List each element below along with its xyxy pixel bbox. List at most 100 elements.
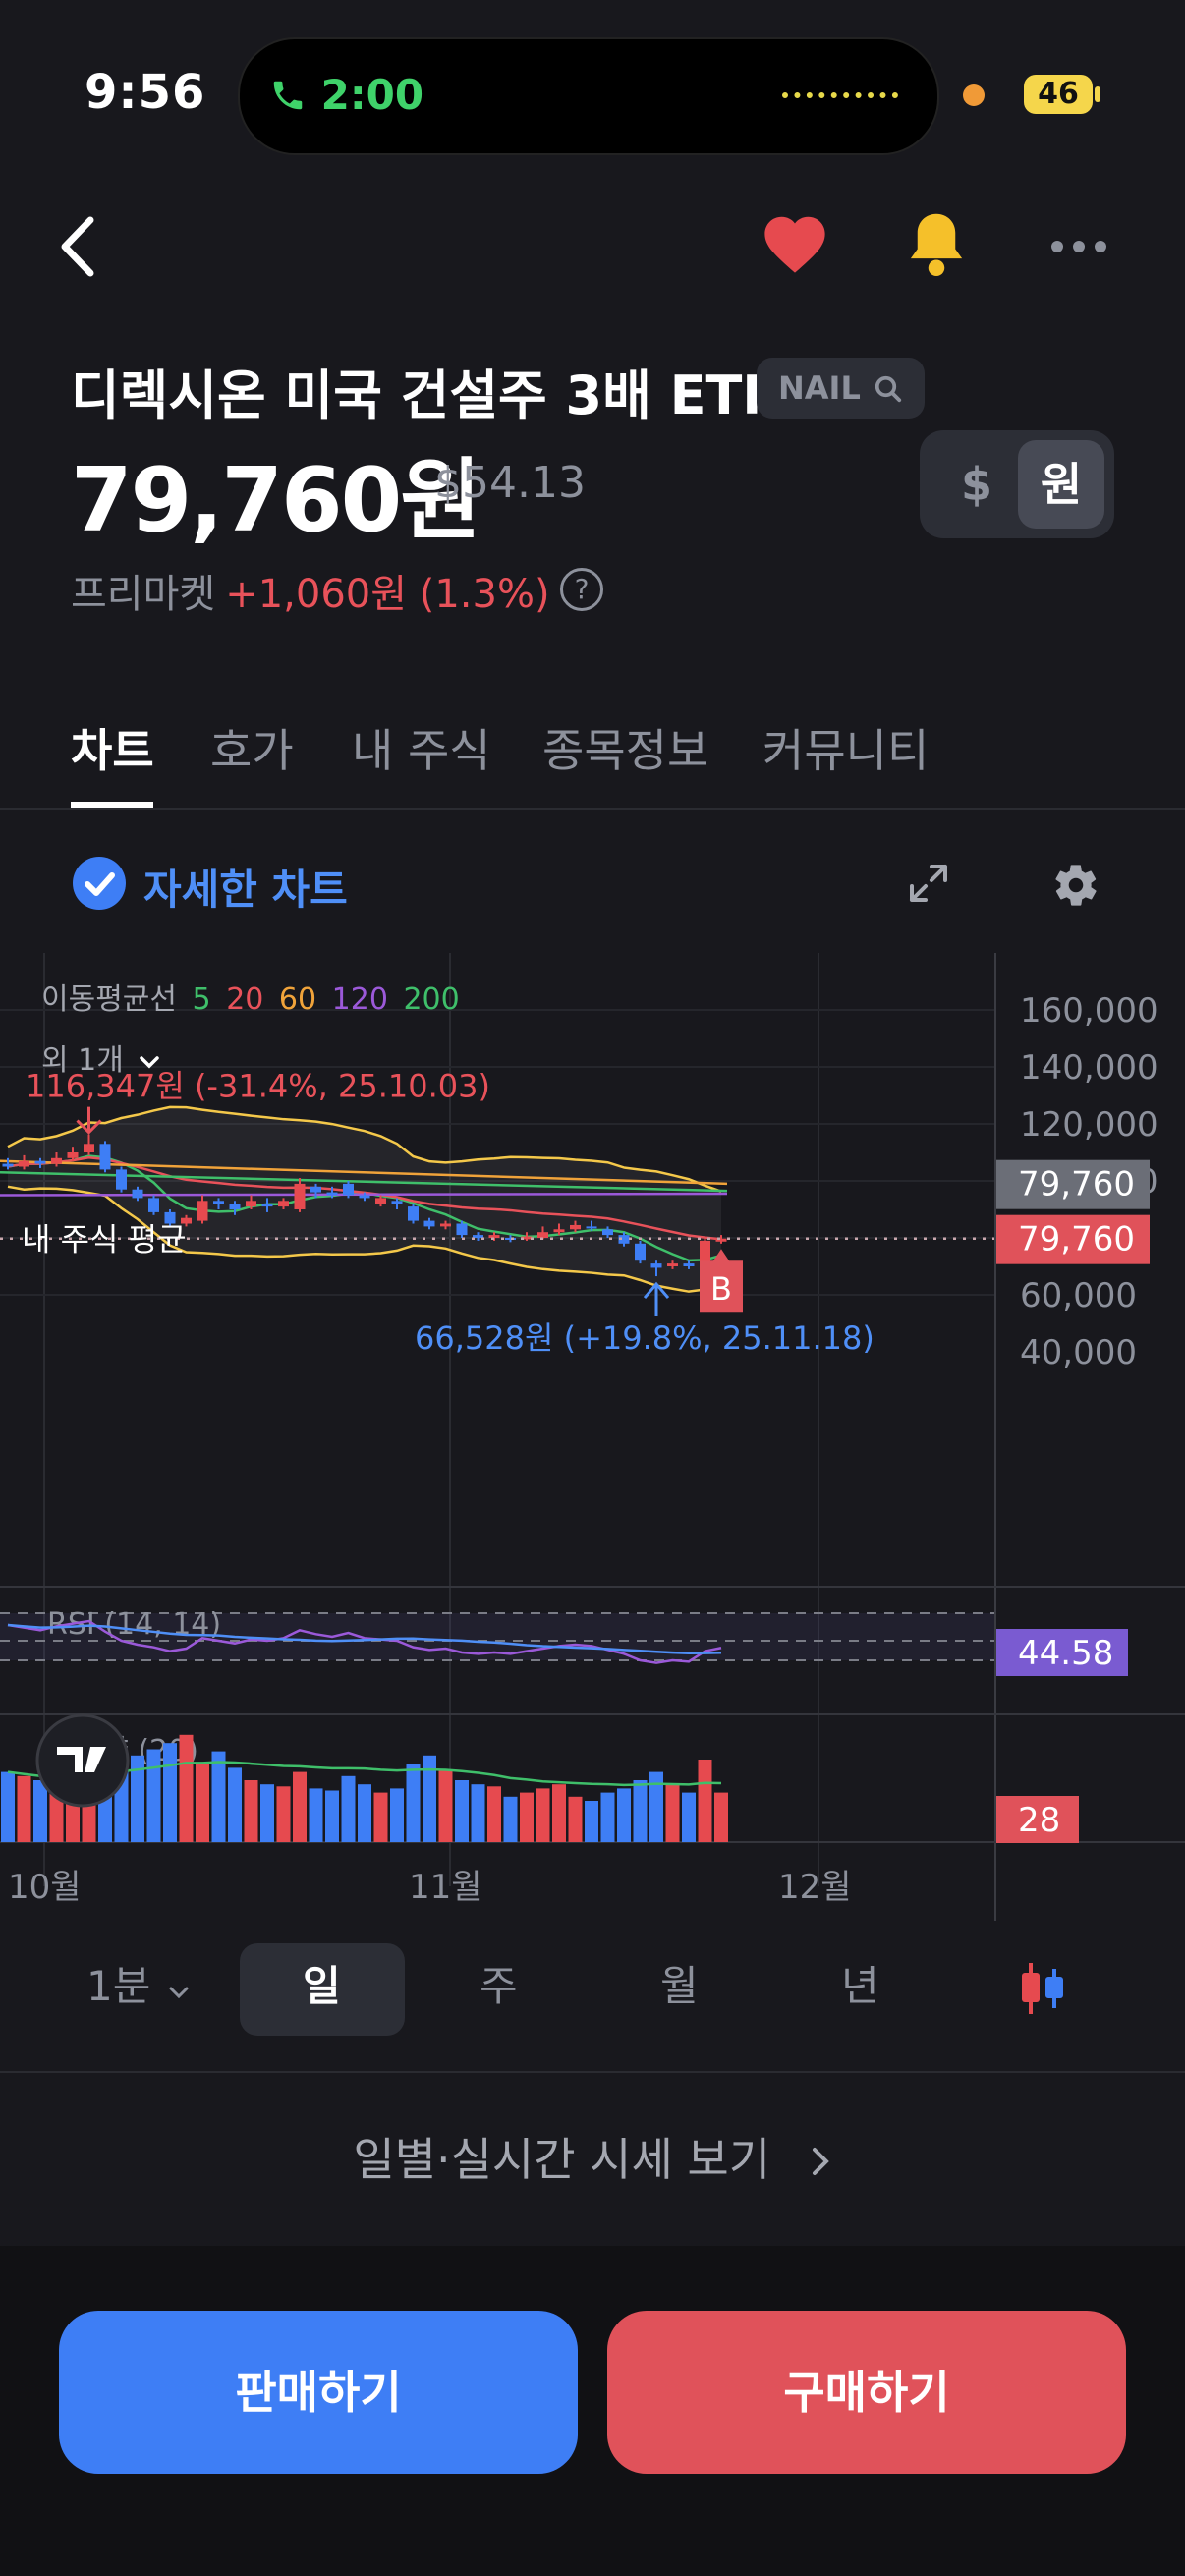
privacy-indicator <box>963 84 985 106</box>
currency-usd-option[interactable]: $ <box>960 458 992 511</box>
audio-waveform <box>782 92 898 98</box>
phone-icon <box>273 81 303 110</box>
price-chart[interactable]: 160,000140,000120,000100,00060,00040,000… <box>0 953 1185 1926</box>
tab-my-stock[interactable]: 내 주식 <box>352 724 491 777</box>
candle-body <box>602 1229 613 1236</box>
timeframe-week[interactable]: 주 <box>480 1962 518 2010</box>
moving-average-legend: 이동평균선 5 20 60 120 200 <box>41 975 460 1018</box>
volume-bar <box>617 1788 631 1842</box>
tab-orderbook[interactable]: 호가 <box>210 724 294 777</box>
chevron-down-icon <box>140 1056 160 1069</box>
candle-body <box>326 1192 338 1196</box>
volume-bar <box>341 1775 356 1842</box>
y-axis-tick: 120,000 <box>1020 1105 1158 1145</box>
candle-body <box>84 1144 94 1152</box>
candle-body <box>197 1201 208 1221</box>
favorite-button[interactable] <box>761 210 829 275</box>
timeframe-month[interactable]: 월 <box>660 1962 699 2010</box>
candle-body <box>715 1238 727 1242</box>
realtime-quote-link[interactable]: 일별·실시간 시세 보기 <box>0 2124 1185 2189</box>
tab-stock-info[interactable]: 종목정보 <box>542 724 709 777</box>
detail-chart-checkbox[interactable] <box>73 857 126 910</box>
candle-body <box>294 1183 306 1209</box>
back-button[interactable] <box>57 214 100 279</box>
timeframe-year[interactable]: 년 <box>841 1962 879 2010</box>
y-axis-tick: 160,000 <box>1020 991 1158 1031</box>
chart-type-button[interactable] <box>1018 1961 1067 2020</box>
alert-button[interactable] <box>904 208 969 279</box>
ma-60-label: 60 <box>278 982 317 1017</box>
candle-body <box>213 1201 224 1204</box>
currency-toggle[interactable]: $ 원 <box>920 430 1114 538</box>
volume-bar <box>373 1792 388 1842</box>
candle-body <box>343 1183 354 1196</box>
rsi-value-text: 44.58 <box>1018 1634 1113 1673</box>
chevron-left-icon <box>61 216 94 277</box>
candle-body <box>164 1211 176 1224</box>
volume-bar <box>633 1780 648 1842</box>
volume-bar <box>649 1771 663 1842</box>
ma-120-label: 120 <box>331 982 388 1017</box>
sell-button[interactable]: 판매하기 <box>59 2311 578 2474</box>
volume-bar <box>503 1796 518 1842</box>
volume-bar <box>423 1755 436 1842</box>
candle-body <box>408 1206 419 1221</box>
bollinger-upper <box>7 1105 722 1193</box>
volume-bar <box>665 1784 680 1842</box>
volume-bar <box>406 1764 421 1842</box>
currency-krw-option[interactable]: 원 <box>1018 440 1104 529</box>
premarket-row: 프리마켓 +1,060원 (1.3%) <box>71 562 550 619</box>
chart-settings-button[interactable] <box>1051 861 1100 914</box>
tab-community[interactable]: 커뮤니티 <box>762 724 930 777</box>
current-price-tag-red <box>996 1214 1150 1264</box>
candle-body <box>181 1217 192 1224</box>
detail-chart-label[interactable]: 자세한 차트 <box>143 866 348 914</box>
more-indicators-label: 외 1개 <box>41 1043 124 1078</box>
buy-button[interactable]: 구매하기 <box>607 2311 1126 2474</box>
more-button[interactable] <box>1049 232 1108 261</box>
checkmark-icon <box>85 872 115 896</box>
my-average-label: 내 주식 평균 <box>22 1221 187 1259</box>
volume-bar <box>293 1771 307 1842</box>
volume-bar <box>211 1751 226 1842</box>
ma-60-line <box>0 1159 728 1186</box>
candle-body <box>132 1189 143 1199</box>
volume-bar <box>358 1784 371 1842</box>
rsi-signal-line <box>7 1623 722 1655</box>
volume-bar <box>244 1780 258 1842</box>
buy-marker <box>700 1249 743 1313</box>
bollinger-lower <box>7 1185 722 1293</box>
tradingview-logo-mark <box>57 1747 106 1772</box>
volume-value-tag <box>996 1796 1079 1843</box>
current-price-tag-gray <box>996 1159 1150 1209</box>
volume-bar <box>260 1784 274 1842</box>
candle-body <box>488 1235 500 1238</box>
volume-bar <box>682 1792 696 1842</box>
timeframe-day[interactable]: 일 <box>303 1962 341 2010</box>
chevron-right-icon <box>812 2148 829 2175</box>
tab-divider <box>0 808 1185 810</box>
help-icon[interactable]: ? <box>560 568 603 611</box>
timeframe-minute-dropdown[interactable]: 1분 <box>86 1953 190 2013</box>
tab-chart[interactable]: 차트 <box>71 724 154 777</box>
tab-active-indicator <box>71 802 153 808</box>
candle-body <box>99 1144 111 1170</box>
volume-bar <box>146 1749 161 1842</box>
volume-bar <box>163 1743 177 1842</box>
volume-bar <box>714 1792 728 1842</box>
candle-body <box>423 1220 435 1227</box>
dynamic-island[interactable]: 2:00 <box>238 37 939 155</box>
volume-bar <box>228 1767 242 1842</box>
candle-body <box>51 1157 62 1164</box>
volume-bar <box>568 1796 583 1842</box>
volume-bar <box>520 1792 534 1842</box>
candle-body <box>456 1223 468 1236</box>
candlestick-icon <box>1022 1963 1063 2014</box>
ticker-search-chip[interactable]: NAIL <box>757 358 925 419</box>
section-divider <box>0 2071 1185 2073</box>
volume-bar <box>196 1764 209 1842</box>
expand-chart-button[interactable] <box>908 863 949 908</box>
volume-bar <box>1 1771 15 1842</box>
rsi-value-tag <box>996 1629 1128 1676</box>
more-indicators-dropdown[interactable]: 외 1개 <box>41 1036 160 1079</box>
